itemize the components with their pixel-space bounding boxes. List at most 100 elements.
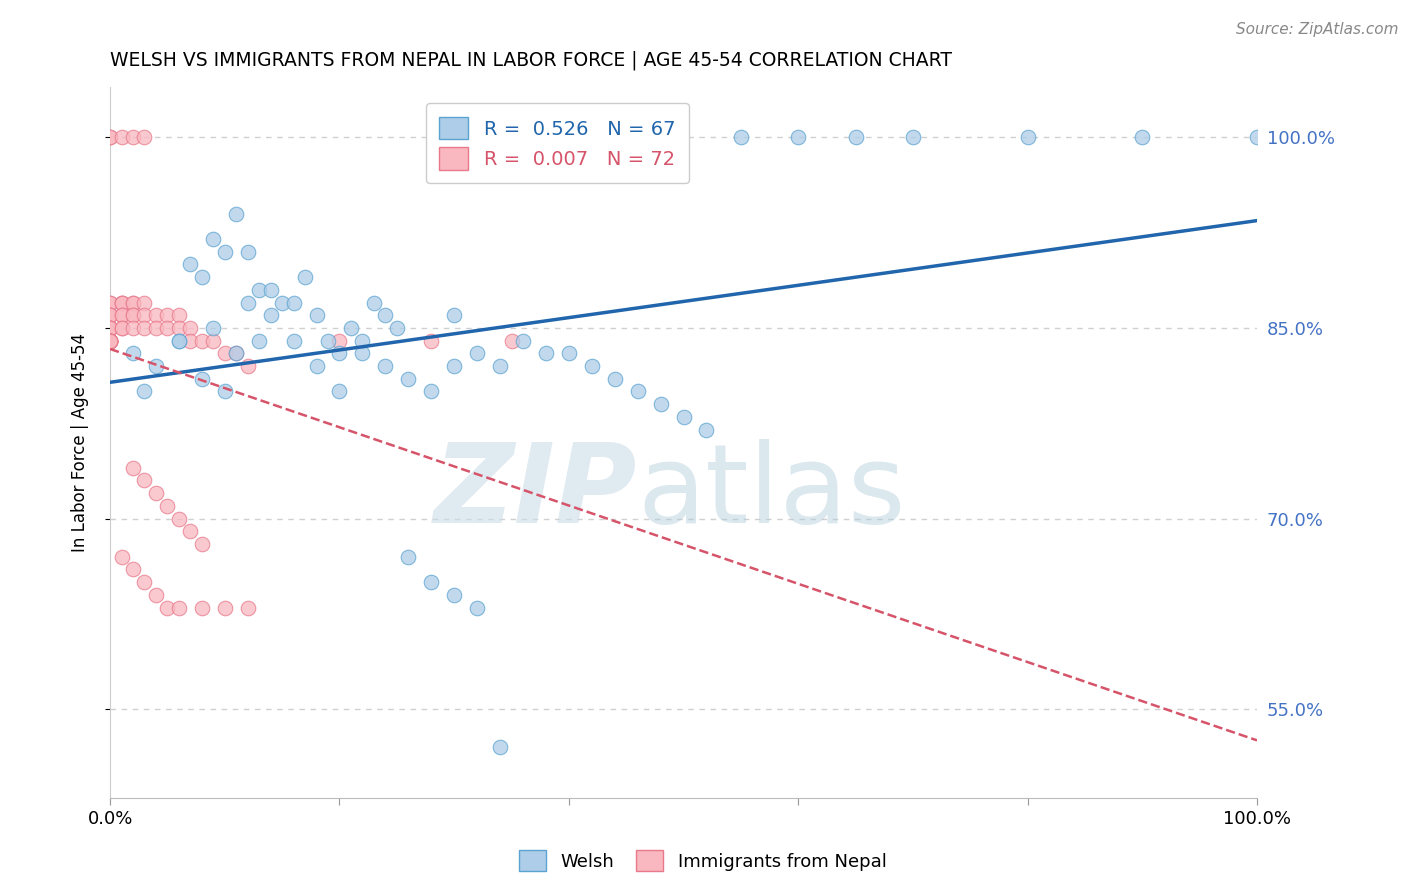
- Point: [247, 334, 270, 348]
- Point: [489, 359, 512, 373]
- Point: [534, 346, 557, 360]
- Point: [328, 346, 350, 360]
- Point: [110, 321, 132, 335]
- Point: [122, 562, 145, 576]
- Point: [294, 270, 316, 285]
- Point: [236, 600, 259, 615]
- Point: [627, 384, 650, 399]
- Point: [1246, 130, 1268, 145]
- Point: [122, 308, 145, 322]
- Point: [98, 334, 121, 348]
- Point: [363, 295, 385, 310]
- Point: [259, 308, 281, 322]
- Point: [98, 321, 121, 335]
- Point: [214, 346, 236, 360]
- Point: [191, 270, 214, 285]
- Point: [98, 334, 121, 348]
- Point: [110, 308, 132, 322]
- Point: [352, 346, 374, 360]
- Point: [110, 321, 132, 335]
- Y-axis label: In Labor Force | Age 45-54: In Labor Force | Age 45-54: [72, 333, 89, 552]
- Text: ZIP: ZIP: [434, 439, 638, 546]
- Point: [1130, 130, 1153, 145]
- Point: [110, 295, 132, 310]
- Point: [98, 334, 121, 348]
- Point: [110, 295, 132, 310]
- Point: [603, 372, 626, 386]
- Text: Source: ZipAtlas.com: Source: ZipAtlas.com: [1236, 22, 1399, 37]
- Point: [672, 409, 695, 424]
- Point: [179, 334, 201, 348]
- Point: [98, 308, 121, 322]
- Point: [98, 334, 121, 348]
- Point: [247, 283, 270, 297]
- Point: [225, 346, 247, 360]
- Point: [271, 295, 294, 310]
- Point: [214, 244, 236, 259]
- Point: [122, 346, 145, 360]
- Point: [443, 359, 465, 373]
- Point: [420, 575, 443, 590]
- Point: [145, 321, 167, 335]
- Text: atlas: atlas: [638, 439, 907, 546]
- Point: [98, 295, 121, 310]
- Point: [156, 321, 179, 335]
- Point: [156, 499, 179, 513]
- Point: [236, 295, 259, 310]
- Point: [845, 130, 868, 145]
- Point: [98, 334, 121, 348]
- Point: [191, 537, 214, 551]
- Point: [110, 308, 132, 322]
- Point: [110, 295, 132, 310]
- Point: [122, 308, 145, 322]
- Point: [465, 600, 488, 615]
- Point: [191, 334, 214, 348]
- Point: [98, 308, 121, 322]
- Point: [145, 486, 167, 500]
- Point: [489, 740, 512, 755]
- Point: [259, 283, 281, 297]
- Point: [167, 511, 190, 525]
- Point: [340, 321, 363, 335]
- Point: [122, 295, 145, 310]
- Legend: Welsh, Immigrants from Nepal: Welsh, Immigrants from Nepal: [512, 843, 894, 879]
- Point: [787, 130, 810, 145]
- Point: [179, 321, 201, 335]
- Point: [443, 588, 465, 602]
- Point: [179, 524, 201, 539]
- Point: [214, 384, 236, 399]
- Point: [134, 575, 156, 590]
- Point: [236, 244, 259, 259]
- Point: [202, 334, 225, 348]
- Point: [98, 130, 121, 145]
- Point: [695, 423, 717, 437]
- Point: [167, 321, 190, 335]
- Point: [122, 321, 145, 335]
- Point: [98, 308, 121, 322]
- Point: [283, 334, 305, 348]
- Point: [134, 474, 156, 488]
- Point: [110, 130, 132, 145]
- Point: [901, 130, 924, 145]
- Point: [328, 384, 350, 399]
- Point: [443, 308, 465, 322]
- Point: [305, 308, 328, 322]
- Point: [236, 359, 259, 373]
- Point: [145, 359, 167, 373]
- Point: [1017, 130, 1039, 145]
- Point: [465, 346, 488, 360]
- Point: [191, 600, 214, 615]
- Point: [225, 346, 247, 360]
- Point: [558, 346, 581, 360]
- Point: [98, 321, 121, 335]
- Point: [167, 308, 190, 322]
- Point: [396, 372, 419, 386]
- Point: [730, 130, 752, 145]
- Point: [98, 130, 121, 145]
- Point: [420, 334, 443, 348]
- Point: [98, 321, 121, 335]
- Point: [98, 334, 121, 348]
- Point: [501, 334, 523, 348]
- Point: [98, 295, 121, 310]
- Point: [214, 600, 236, 615]
